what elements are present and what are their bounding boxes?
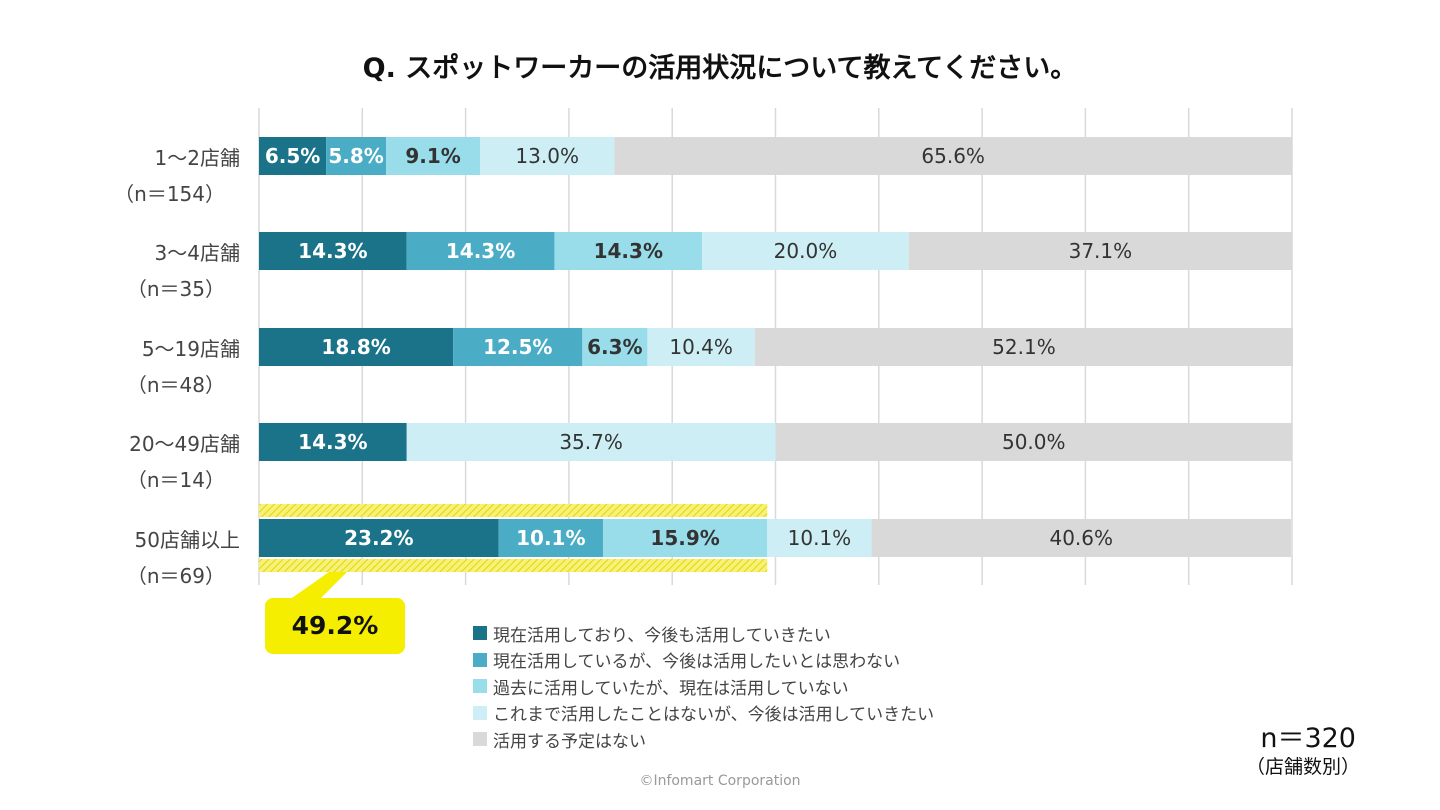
data-label: 13.0% <box>515 144 579 168</box>
legend-item: 現在活用しているが、今後は活用したいとは思わない <box>473 647 934 674</box>
category-n-label: （n＝154） <box>114 182 225 206</box>
data-label: 20.0% <box>774 239 838 263</box>
data-label: 18.8% <box>321 335 390 359</box>
legend-swatch <box>473 732 487 747</box>
sample-note: （店舗数別） <box>1245 756 1360 778</box>
data-label: 10.1% <box>516 526 585 550</box>
bar-segment <box>406 232 555 270</box>
data-label: 14.3% <box>298 430 367 454</box>
callout-pointer <box>289 572 347 600</box>
bar-segment <box>702 232 909 270</box>
data-label: 9.1% <box>405 144 460 168</box>
legend-swatch <box>473 626 487 641</box>
bar-segment <box>754 328 1294 366</box>
data-label: 5.8% <box>328 144 383 168</box>
data-label: 14.3% <box>298 239 367 263</box>
highlight-band-bottom <box>259 559 768 572</box>
data-label: 52.1% <box>992 335 1056 359</box>
bar-segment <box>871 519 1291 557</box>
bar-segment <box>259 232 407 270</box>
bar-segment <box>259 519 499 557</box>
bar-segment <box>406 423 776 461</box>
bar-segment <box>326 137 387 175</box>
highlight-band-top <box>259 504 768 517</box>
bar-segment <box>775 423 1292 461</box>
highlight-callout: 49.2% <box>265 598 405 654</box>
legend-swatch <box>473 652 487 667</box>
legend-label: これまで活用したことはないが、今後は活用していきたい <box>493 705 935 726</box>
data-label: 14.3% <box>594 239 663 263</box>
legend: 現在活用しており、今後も活用していきたい現在活用しているが、今後は活用したいとは… <box>473 620 934 753</box>
category-label: 20〜49店舗 <box>129 432 240 456</box>
category-label: 5〜19店舗 <box>141 337 240 361</box>
bar-segment <box>259 423 407 461</box>
data-label: 12.5% <box>483 335 552 359</box>
legend-label: 過去に活用していたが、現在は活用していない <box>493 678 849 699</box>
bar-segment <box>480 137 615 175</box>
category-n-label: （n＝14） <box>126 468 225 492</box>
bar-segment <box>647 328 755 366</box>
bar-segment <box>908 232 1292 270</box>
legend-swatch <box>473 679 487 694</box>
legend-item: 現在活用しており、今後も活用していきたい <box>473 620 934 647</box>
category-n-label: （n＝69） <box>126 564 225 588</box>
category-n-label: （n＝48） <box>126 373 225 397</box>
data-label: 6.3% <box>587 335 642 359</box>
bar-segment <box>767 519 872 557</box>
data-label: 37.1% <box>1069 239 1133 263</box>
data-label: 50.0% <box>1002 430 1066 454</box>
category-label: 1〜2店舗 <box>154 146 240 170</box>
category-label: 3〜4店舗 <box>154 241 240 265</box>
legend-label: 現在活用しているが、今後は活用したいとは思わない <box>493 652 901 673</box>
data-label: 65.6% <box>921 144 985 168</box>
bar-segment <box>554 232 703 270</box>
data-label: 6.5% <box>265 144 320 168</box>
legend-item: 過去に活用していたが、現在は活用していない <box>473 673 934 700</box>
legend-item: これまで活用したことはないが、今後は活用していきたい <box>473 700 934 727</box>
legend-label: 活用する予定はない <box>493 731 646 752</box>
copyright: ©Infomart Corporation <box>639 773 801 789</box>
bar-segment <box>259 328 454 366</box>
legend-swatch <box>473 705 487 720</box>
data-label: 14.3% <box>446 239 515 263</box>
chart-title: Q. スポットワーカーの活用状況について教えてください。 <box>362 53 1078 84</box>
bar-segment <box>602 519 768 557</box>
data-label: 10.1% <box>788 526 852 550</box>
bar-segment <box>614 137 1292 175</box>
bar-segment <box>582 328 648 366</box>
bar-segment <box>259 137 327 175</box>
category-n-label: （n＝35） <box>126 277 225 301</box>
bar-segment <box>453 328 583 366</box>
category-label: 50店舗以上 <box>134 528 240 552</box>
data-label: 40.6% <box>1049 526 1113 550</box>
data-label: 23.2% <box>344 526 413 550</box>
bar-segment <box>498 519 603 557</box>
legend-label: 現在活用しており、今後も活用していきたい <box>493 625 831 646</box>
data-label: 15.9% <box>650 526 719 550</box>
bar-segment <box>386 137 481 175</box>
data-label: 10.4% <box>669 335 733 359</box>
sample-size: n＝320 <box>1260 723 1356 754</box>
data-label: 35.7% <box>559 430 623 454</box>
legend-item: 活用する予定はない <box>473 726 934 753</box>
